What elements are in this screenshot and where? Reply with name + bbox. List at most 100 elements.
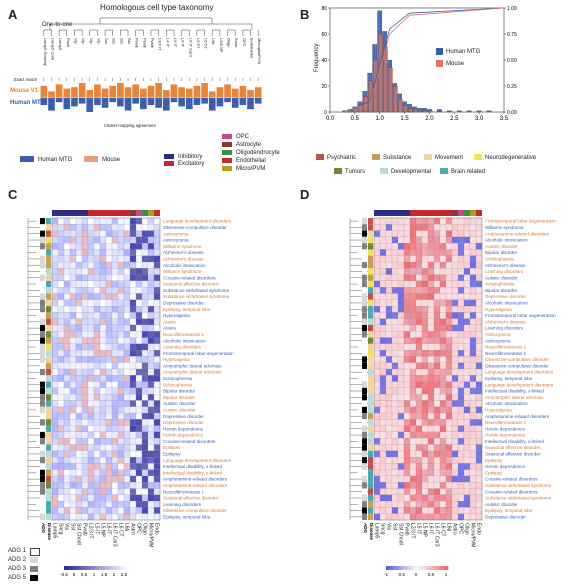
heatmap-cell: [475, 362, 483, 370]
dendrogram-root: [49, 23, 253, 30]
heatmap-cell: [141, 280, 149, 288]
heatmap-cell: [141, 412, 149, 420]
heatmap-cell: [409, 425, 417, 432]
heatmap-cell: [69, 419, 77, 426]
heatmap-cell: [433, 501, 441, 508]
heatmap-cell: [463, 324, 471, 332]
disease-cell: [46, 218, 51, 225]
heatmap-cell: [373, 312, 381, 319]
heatmap-cell: [439, 230, 447, 237]
heatmap-cell: [93, 494, 101, 502]
heatmap-cell: [445, 255, 453, 263]
heatmap-cell: [409, 475, 417, 483]
heatmap-cell: [123, 475, 131, 483]
human-bar: [208, 98, 216, 111]
heatmap-cell: [421, 306, 429, 313]
heatmap-cell: [141, 312, 149, 319]
heatmap-cell: [105, 362, 113, 370]
heatmap-cell: [415, 425, 423, 432]
heatmap-cell: [475, 368, 483, 376]
heatmap-cell: [123, 249, 131, 256]
heatmap-cell: [99, 482, 107, 489]
heatmap-cell: [445, 331, 453, 338]
heatmap-cell: [457, 463, 465, 470]
heatmap-cell: [135, 318, 143, 326]
heatmap-cell: [391, 431, 399, 439]
heatmap-cell: [415, 482, 423, 489]
heatmap-cell: [87, 394, 95, 401]
heatmap-cell: [81, 457, 89, 464]
heatmap-cell: [397, 331, 405, 338]
heatmap-cell: [457, 356, 465, 363]
disease-row-label: Language development disorders: [163, 458, 232, 463]
heatmap-cell: [397, 274, 405, 281]
heatmap-cell: [427, 356, 435, 363]
heatmap-cell: [403, 494, 411, 502]
disease-cell: [368, 507, 373, 514]
heatmap-cell: [397, 299, 405, 307]
disease-cell: [46, 369, 51, 376]
heatmap-cell: [451, 438, 459, 445]
heatmap-cell: [75, 457, 83, 464]
species-mouse-swatch: [84, 156, 98, 162]
heatmap-cell: [135, 482, 143, 489]
heatmap-cell: [69, 261, 77, 269]
mouse-bar: [94, 84, 101, 97]
heatmap-cell: [397, 387, 405, 395]
heatmap-cell: [391, 362, 399, 370]
disease-cell: [46, 400, 51, 407]
heatmap-cell: [81, 381, 89, 388]
adg-cell: [39, 475, 46, 483]
heatmap-cell: [439, 482, 447, 489]
heatmap-cell: [111, 513, 119, 521]
heatmap-cell: [75, 469, 83, 477]
heatmap-cell: [129, 318, 137, 326]
disease-row-label: Autistic disorder: [485, 502, 518, 507]
heatmap-cell: [141, 230, 149, 237]
heatmap-cell: [397, 375, 405, 382]
heatmap-cell: [445, 507, 453, 514]
heatmap-cell: [373, 488, 381, 495]
heatmap-cell: [57, 274, 65, 281]
heatmap-cell: [129, 280, 137, 288]
heatmap-cell: [105, 375, 113, 382]
heatmap-cell: [451, 287, 459, 294]
heatmap-cell: [439, 299, 447, 307]
heatmap-cell: [469, 419, 477, 426]
heatmap-cell: [57, 224, 65, 231]
heatmap-cell: [427, 343, 435, 351]
heatmap-cell: [433, 217, 441, 225]
heatmap-cell: [427, 488, 435, 495]
heatmap-cell: [129, 261, 137, 269]
heatmap-cell: [457, 318, 465, 326]
disease-movement-label: Movement: [435, 155, 464, 161]
heatmap-cell: [153, 412, 161, 420]
heatmap-cell: [469, 412, 477, 420]
heatmap-cell: [397, 406, 405, 414]
heatmap-cell: [415, 261, 423, 269]
heatmap-cell: [129, 457, 137, 464]
heatmap-cell: [421, 312, 429, 319]
heatmap-cell: [373, 463, 381, 470]
heatmap-cell: [129, 507, 137, 514]
heatmap-cell: [93, 457, 101, 464]
heatmap-cell: [135, 350, 143, 357]
heatmap-cell: [397, 394, 405, 401]
heatmap-cell: [81, 350, 89, 357]
disease-row-label: Cocaine-related disorders: [163, 439, 216, 444]
heatmap-cell: [99, 343, 107, 351]
adg-cell: [361, 249, 368, 256]
heatmap-cell: [111, 236, 119, 244]
heatmap-cell: [421, 230, 429, 237]
adg-cell: [361, 494, 368, 502]
disease-row-label: Neurofibromatosis 1: [485, 420, 527, 425]
heatmap-cell: [69, 287, 77, 294]
disease-cell: [368, 274, 373, 281]
heatmap-cell: [451, 331, 459, 338]
heatmap-cell: [57, 419, 65, 426]
heatmap-cell: [111, 475, 119, 483]
heatmap-cell: [421, 387, 429, 395]
heatmap-cell: [373, 400, 381, 407]
heatmap-cell: [57, 249, 65, 256]
heatmap-cell: [373, 444, 381, 451]
